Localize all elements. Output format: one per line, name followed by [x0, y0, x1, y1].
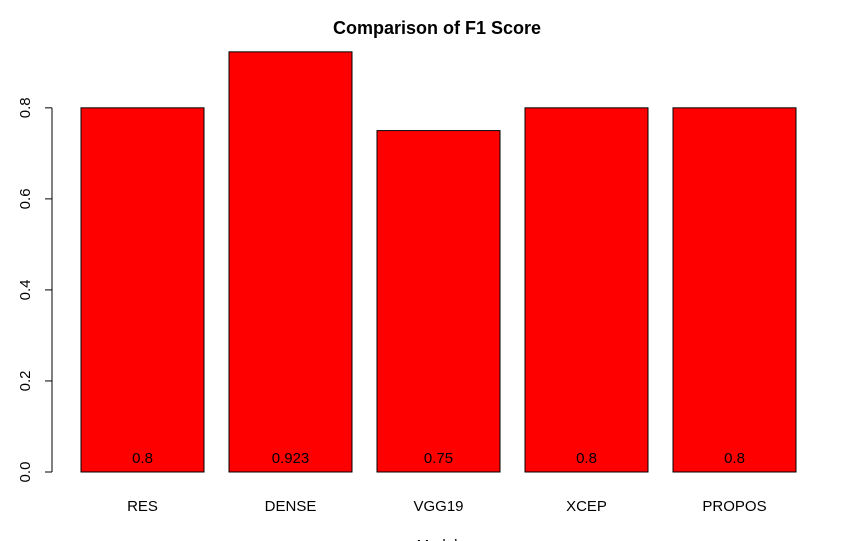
- y-tick-label: 0.8: [17, 97, 34, 118]
- bar: [376, 130, 501, 473]
- value-label: 0.8: [576, 450, 597, 467]
- x-tick-label: VGG19: [413, 498, 463, 515]
- value-label: 0.8: [132, 450, 153, 467]
- chart-title: Comparison of F1 Score: [333, 18, 541, 38]
- y-tick-label: 0.2: [17, 371, 34, 392]
- x-tick-label: XCEP: [566, 498, 607, 515]
- y-tick-label: 0.4: [17, 279, 34, 300]
- bar: [524, 107, 649, 473]
- bar: [228, 51, 353, 473]
- value-label: 0.923: [272, 450, 310, 467]
- bar: [80, 107, 205, 473]
- x-tick-label: DENSE: [265, 498, 317, 515]
- y-tick-label: 0.6: [17, 188, 34, 209]
- value-label: 0.8: [724, 450, 745, 467]
- bar: [672, 107, 797, 473]
- x-tick-label: PROPOS: [702, 498, 766, 515]
- x-axis-label: Model: [417, 537, 458, 541]
- x-tick-label: RES: [127, 498, 158, 515]
- y-tick-label: 0.0: [17, 462, 34, 483]
- value-label: 0.75: [424, 450, 453, 467]
